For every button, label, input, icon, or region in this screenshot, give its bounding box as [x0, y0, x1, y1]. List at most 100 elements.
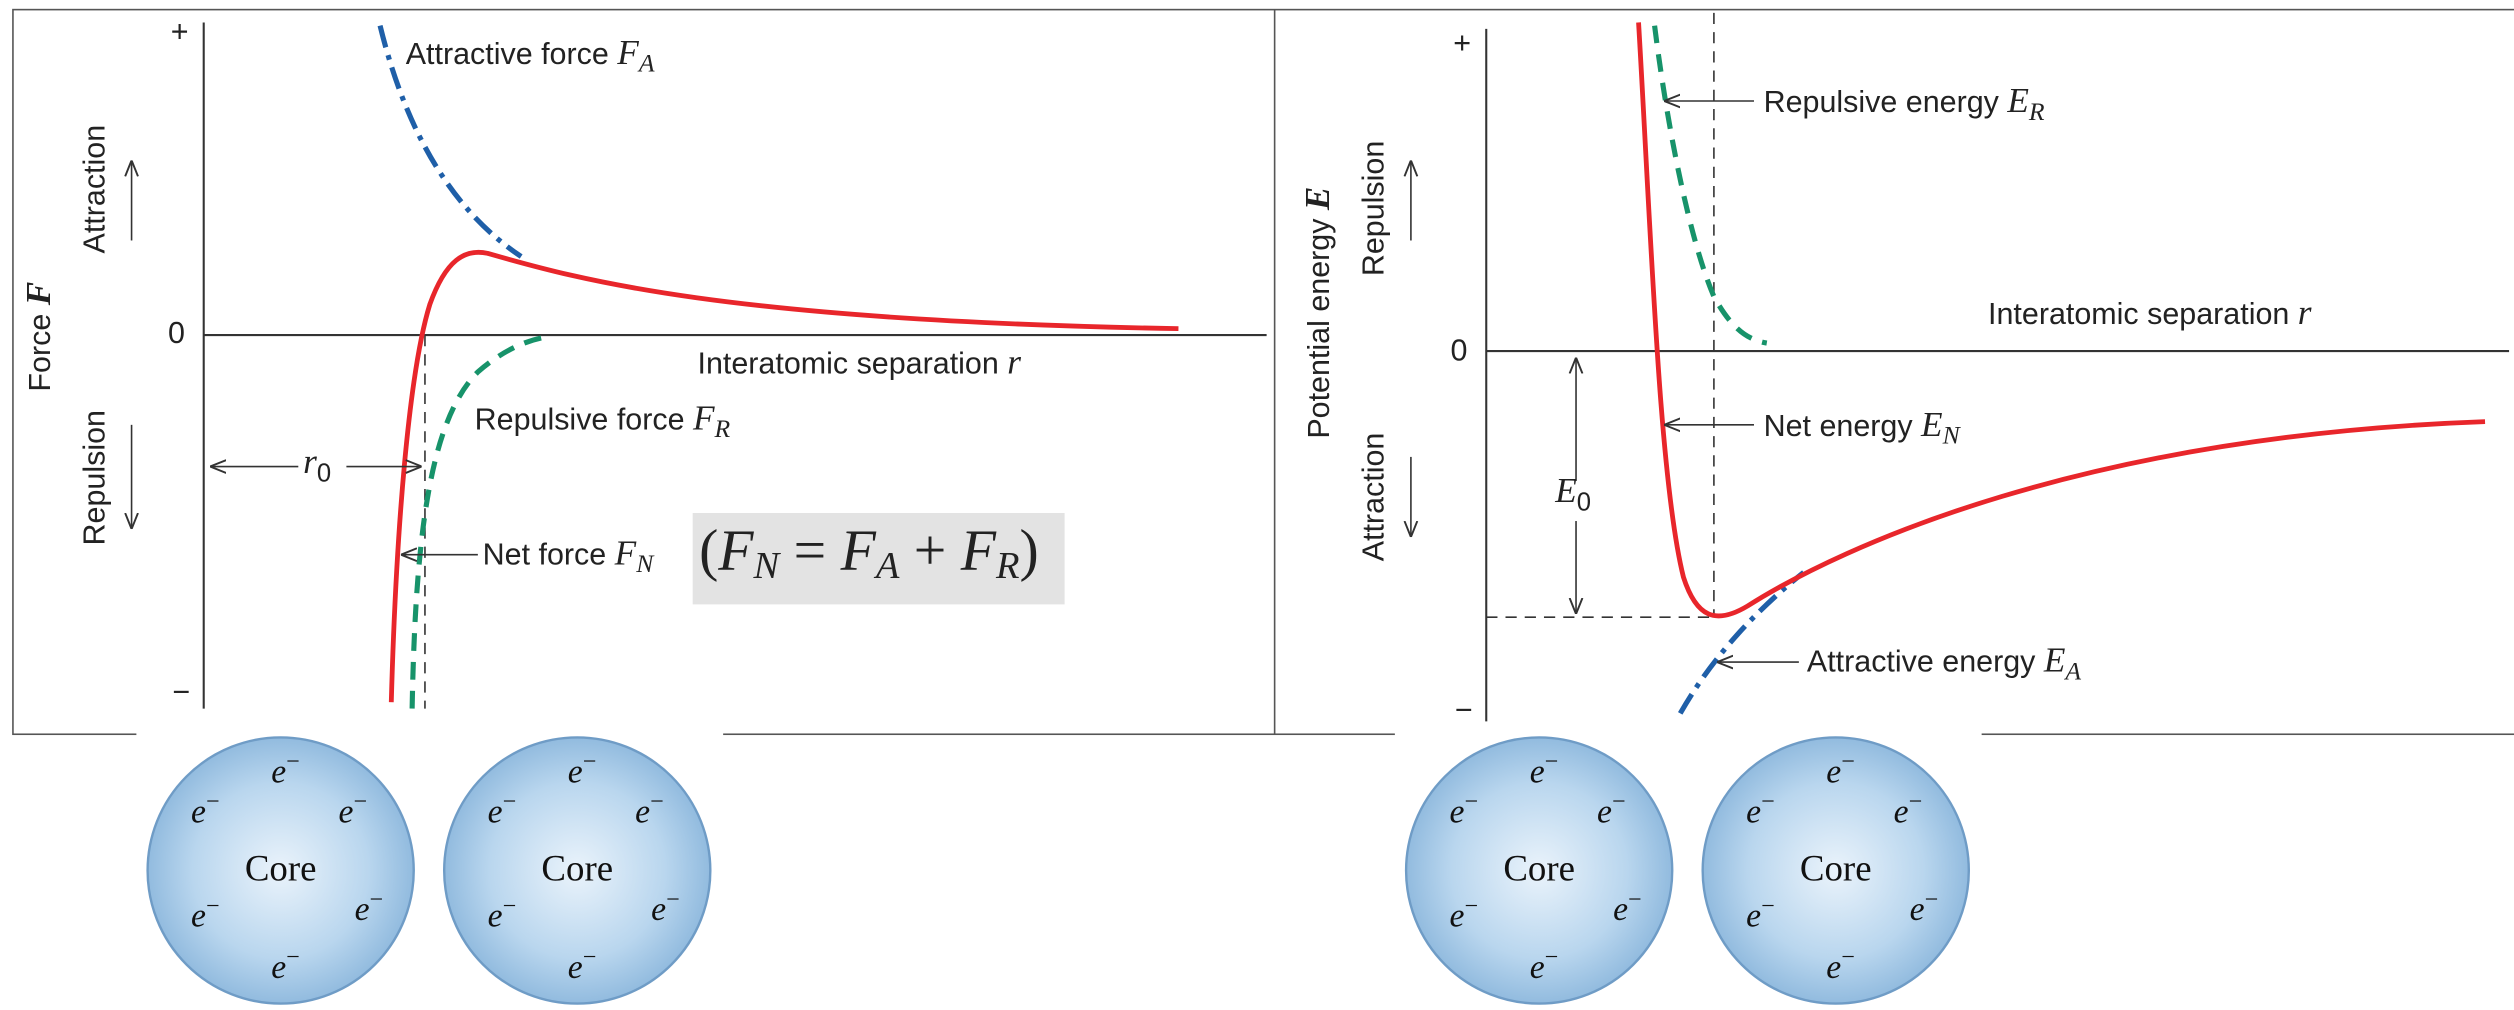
electron-symbol: e — [1530, 949, 1545, 986]
energy-panel: + 0 − Potential energy E Repulsion Attra… — [1298, 12, 2510, 727]
electron-label: e− — [191, 789, 220, 830]
eq-sub: R — [995, 545, 1019, 587]
eq-paren: ( — [699, 520, 718, 583]
atom-body — [146, 736, 415, 1005]
repulsive-label: Repulsive energy ER — [1764, 81, 2045, 125]
electron-label: e− — [1613, 886, 1642, 927]
eq-op: + — [899, 520, 960, 583]
electron-charge: − — [206, 893, 220, 919]
electron-charge: − — [503, 893, 517, 919]
electron-label: e− — [1826, 749, 1855, 790]
electron-symbol: e — [1826, 753, 1841, 790]
label-text: Repulsive energy — [1764, 85, 2008, 119]
x-axis-label: Interatomic separation r — [697, 343, 1021, 382]
net-curve — [1636, 22, 2486, 619]
electron-label: e− — [488, 893, 517, 934]
eq-symbol: F — [840, 520, 877, 583]
electron-charge: − — [206, 789, 220, 815]
atom-body — [1404, 736, 1674, 1005]
electron-symbol: e — [1530, 753, 1545, 790]
electron-label: e− — [191, 893, 220, 934]
electron-symbol: e — [339, 793, 354, 830]
electron-charge: − — [286, 749, 300, 775]
electron-charge: − — [1841, 749, 1855, 775]
electron-symbol: e — [488, 897, 503, 934]
minus-label: − — [172, 675, 190, 709]
electron-symbol: e — [1613, 891, 1628, 928]
electron-symbol: e — [271, 753, 286, 790]
y-axis-label: Force F — [19, 282, 58, 392]
eq-op: = — [779, 520, 840, 583]
core-label: Core — [1800, 848, 1872, 889]
electron-symbol: e — [191, 897, 206, 934]
electron-charge: − — [583, 944, 597, 970]
repulsive-label: Repulsive force FR — [475, 399, 731, 443]
electron-label: e− — [568, 944, 597, 985]
plus-label: + — [1453, 26, 1471, 60]
label-text: Attractive energy — [1807, 645, 2044, 679]
electron-charge: − — [650, 789, 664, 815]
core-label: Core — [1503, 848, 1575, 889]
repulsive-curve — [409, 334, 549, 709]
net-label: Net force FN — [483, 533, 656, 577]
electron-label: e− — [635, 789, 664, 830]
label-symbol: F — [19, 282, 58, 307]
net-curve — [388, 249, 1179, 703]
eq-paren: ) — [1020, 520, 1039, 583]
electron-label: e− — [1826, 944, 1855, 985]
label-sub: A — [637, 49, 655, 78]
label-sub: 0 — [317, 459, 331, 487]
electron-charge: − — [1545, 749, 1559, 775]
electron-charge: − — [503, 789, 517, 815]
electron-symbol: e — [635, 793, 650, 830]
repulsive-curve — [1652, 25, 1768, 346]
label-symbol: F — [616, 33, 639, 72]
label-symbol: F — [614, 533, 637, 572]
label-symbol: E — [2006, 81, 2029, 120]
electron-symbol: e — [355, 891, 370, 928]
label-text: Force — [23, 305, 57, 391]
electron-label: e− — [1894, 789, 1923, 830]
electron-label: e− — [1597, 789, 1626, 830]
electron-symbol: e — [1746, 897, 1761, 934]
electron-charge: − — [1612, 789, 1626, 815]
electron-symbol: e — [568, 949, 583, 986]
repulsion-label: Repulsion — [1357, 141, 1391, 276]
label-sub: N — [635, 549, 655, 578]
electron-label: e− — [651, 886, 680, 927]
electron-charge: − — [354, 789, 368, 815]
label-sub: R — [2028, 97, 2045, 126]
repulsion-label: Repulsion — [77, 410, 111, 545]
electron-charge: − — [1925, 886, 1939, 912]
label-symbol: F — [692, 399, 715, 438]
eq-sub: N — [753, 545, 782, 587]
electron-charge: − — [1628, 886, 1642, 912]
electron-symbol: e — [488, 793, 503, 830]
eq-symbol: F — [717, 520, 754, 583]
electron-label: e− — [1530, 749, 1559, 790]
label-symbol: r — [303, 442, 317, 481]
label-sub: 0 — [1577, 488, 1591, 516]
electron-symbol: e — [1894, 793, 1909, 830]
plus-label: + — [171, 15, 189, 49]
electron-label: e− — [355, 886, 384, 927]
r0-label: r0 — [303, 442, 331, 487]
electron-charge: − — [370, 886, 384, 912]
electron-symbol: e — [1597, 793, 1612, 830]
electron-label: e− — [339, 789, 368, 830]
label-symbol: E — [1298, 187, 1337, 212]
attractive-label: Attractive energy EA — [1807, 641, 2082, 685]
net-label: Net energy EN — [1764, 405, 1962, 449]
electron-charge: − — [1909, 789, 1923, 815]
label-sub: R — [714, 414, 731, 443]
label-text: Net force — [483, 537, 615, 571]
frame — [12, 8, 2514, 736]
electron-label: e− — [1910, 886, 1939, 927]
electron-charge: − — [286, 944, 300, 970]
force-panel: + 0 − Force F Attraction Repulsion r0 At… — [19, 15, 1267, 709]
attractive-label: Attractive force FA — [406, 33, 655, 77]
electron-symbol: e — [1746, 793, 1761, 830]
